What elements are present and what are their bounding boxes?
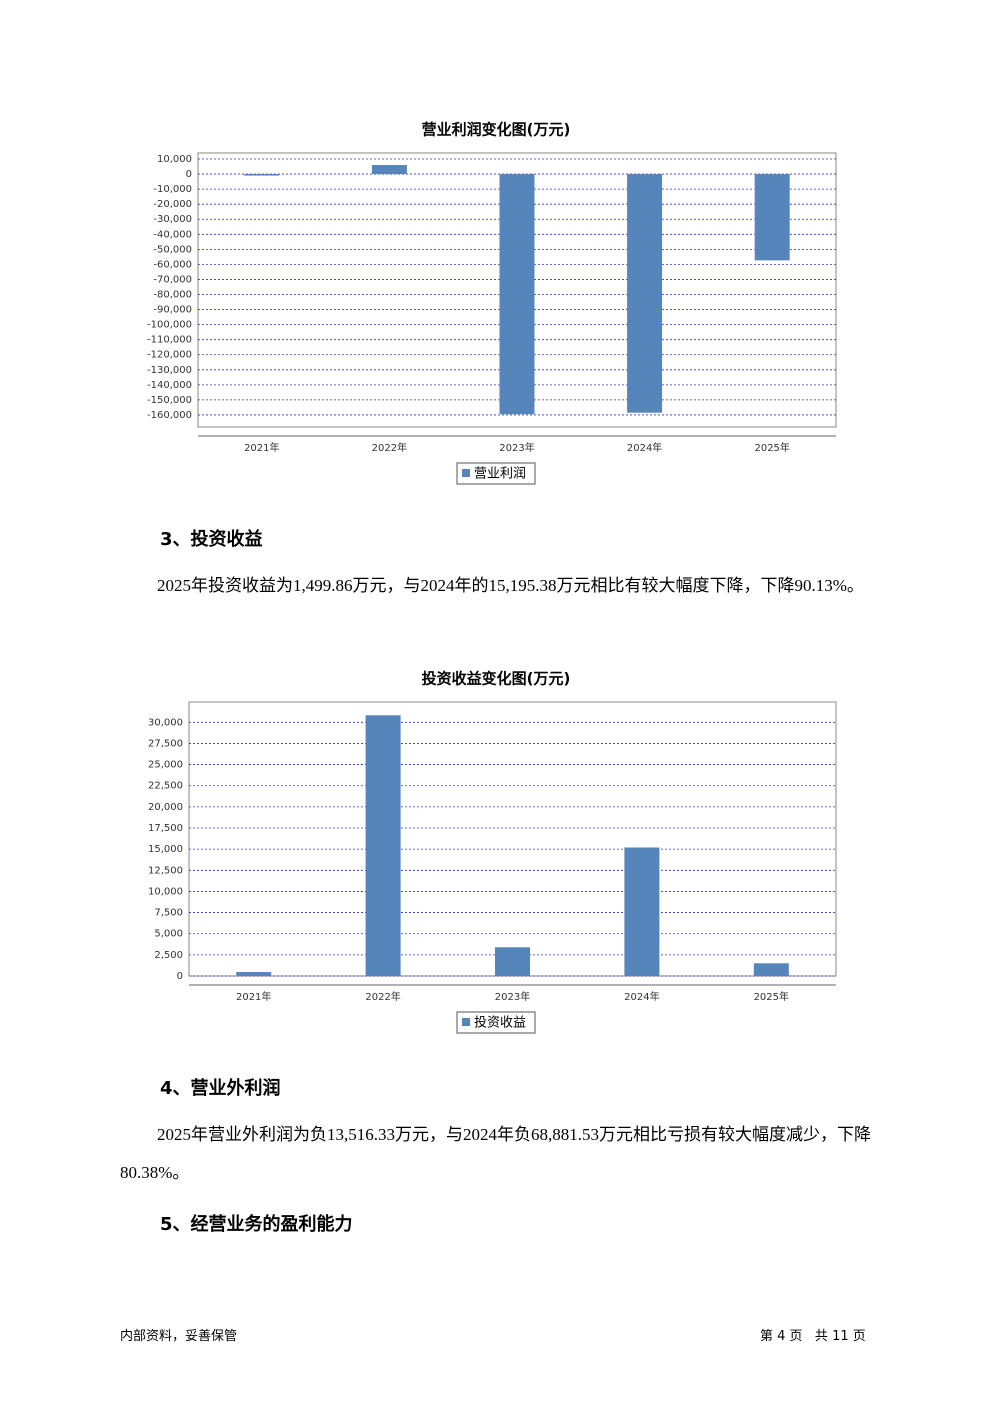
y-tick-label: -150,000 [147,395,192,406]
section-paragraph: 2025年营业外利润为负13,516.33万元，与2024年负68,881.53… [120,1125,871,1182]
y-tick-label: 0 [186,169,192,180]
section-heading: 5、经营业务的盈利能力 [160,1214,353,1235]
x-tick-label: 2022年 [365,990,400,1003]
y-tick-label: 2,500 [154,950,183,961]
y-tick-label: -40,000 [153,229,192,240]
y-tick-label: -70,000 [153,274,192,285]
y-tick-label: 20,000 [148,802,183,813]
y-tick-label: -120,000 [147,350,192,361]
chart-title: 投资收益变化图(万元) [422,670,571,688]
y-tick-label: 30,000 [148,717,183,728]
y-tick-label: -100,000 [147,320,192,331]
bar [244,174,280,176]
bar [627,174,663,413]
y-tick-label: -50,000 [153,244,192,255]
y-tick-label: -80,000 [153,290,192,301]
legend-box [456,462,536,485]
y-tick-label: -20,000 [153,199,192,210]
y-tick-label: -60,000 [153,259,192,270]
y-tick-label: -130,000 [147,365,192,376]
footer-right: 第 4 页 共 11 页 [760,1329,866,1344]
legend-swatch [462,469,470,477]
bar [754,174,790,261]
y-tick-label: -140,000 [147,380,192,391]
x-tick-label: 2025年 [754,990,789,1003]
footer-left: 内部资料，妥善保管 [120,1329,238,1344]
y-tick-label: 25,000 [148,760,183,771]
y-tick-label: 0 [177,971,183,982]
bar [365,715,401,976]
x-tick-label: 2022年 [372,441,407,454]
y-tick-label: 27,500 [148,738,183,749]
x-tick-label: 2023年 [495,990,530,1003]
y-tick-label: -90,000 [153,305,192,316]
bar [495,947,530,976]
y-tick-label: 22,500 [148,781,183,792]
y-tick-label: -10,000 [153,184,192,195]
legend-label: 投资收益 [474,1015,526,1031]
bar [624,847,660,976]
bar [499,174,535,415]
bar [753,963,789,976]
y-tick-label: 10,000 [157,154,192,165]
y-tick-label: 17,500 [148,823,183,834]
legend-swatch [462,1018,470,1026]
x-tick-label: 2024年 [627,441,662,454]
y-tick-label: -30,000 [153,214,192,225]
x-tick-label: 2021年 [244,441,279,454]
y-tick-label: 12,500 [148,865,183,876]
y-tick-label: 7,500 [154,908,183,919]
section-heading: 3、投资收益 [160,529,263,550]
x-tick-label: 2024年 [624,990,659,1003]
bar [236,972,272,976]
x-tick-label: 2025年 [754,441,789,454]
chart-title: 营业利润变化图(万元) [422,121,571,139]
y-tick-label: -160,000 [147,410,192,421]
y-tick-label: 15,000 [148,844,183,855]
x-tick-label: 2021年 [236,990,271,1003]
legend-label: 营业利润 [474,467,526,482]
bar [371,165,407,175]
y-tick-label: 5,000 [154,929,183,940]
section-paragraph: 2025年投资收益为1,499.86万元，与2024年的15,195.38万元相… [157,576,864,595]
legend-box [456,1011,536,1034]
y-tick-label: -110,000 [147,335,192,346]
x-tick-label: 2023年 [499,441,534,454]
section-heading: 4、营业外利润 [160,1078,281,1099]
y-tick-label: 10,000 [148,886,183,897]
